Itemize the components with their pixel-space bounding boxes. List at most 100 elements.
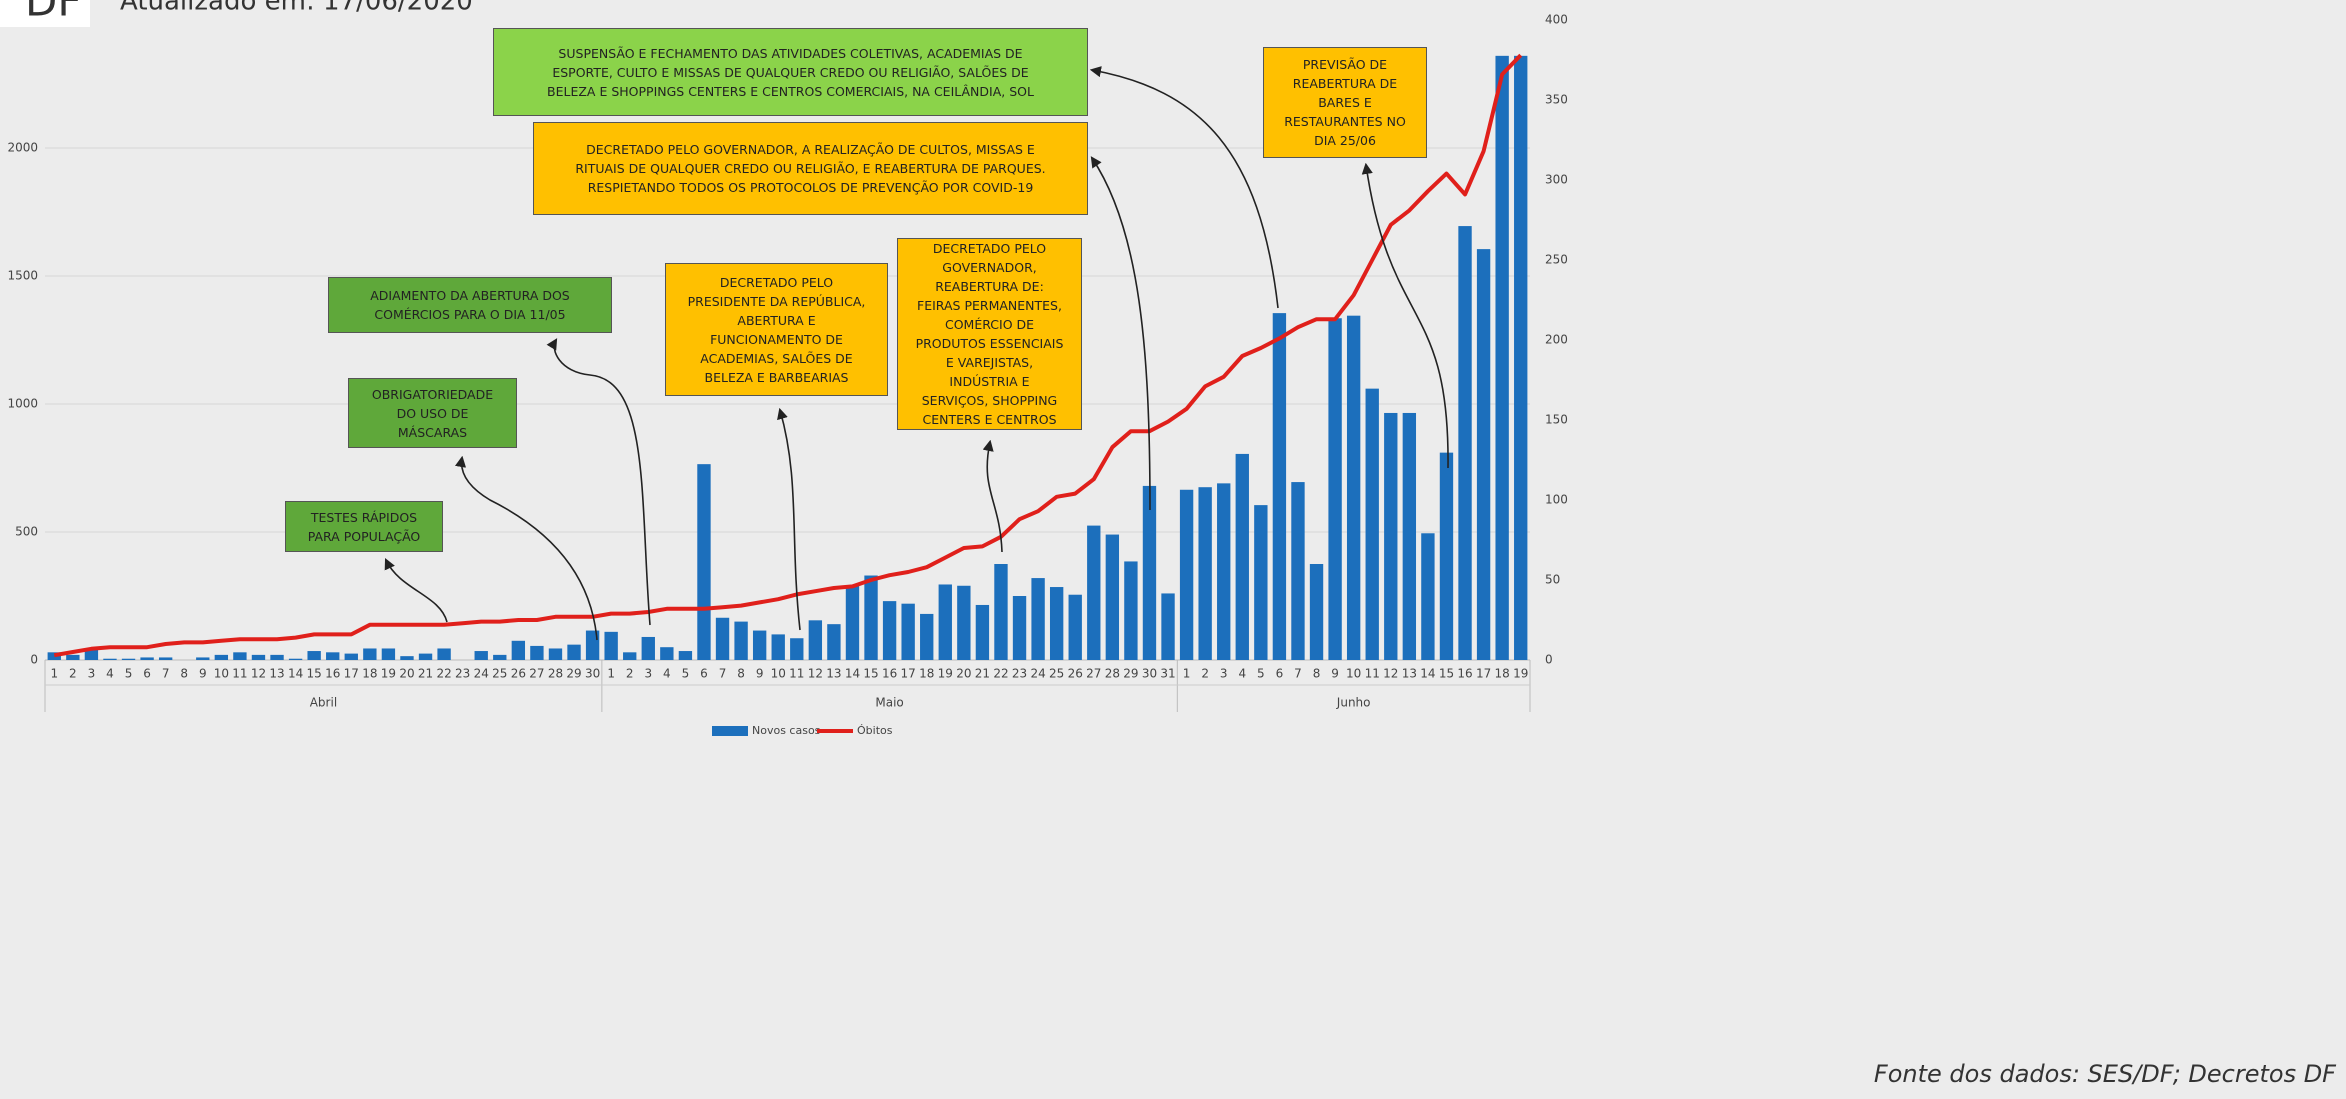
bar [604,631,618,660]
line [53,53,1523,658]
annotation-line: E VAREJISTAS, [945,355,1034,370]
x-tick-label: 22 [993,667,1008,681]
annotation-line: DIA 25/06 [1314,133,1376,148]
x-tick-label: 18 [362,667,377,681]
bar [1402,412,1417,660]
x-tick-label: 17 [344,667,359,681]
y2-tick-label: 200 [1545,333,1568,347]
x-tick-label: 8 [737,667,745,681]
annotation-line: PARA POPULAÇÃO [307,528,421,544]
x-tick-label: 17 [901,667,916,681]
x-tick-label: 7 [719,667,727,681]
annotation-line: MÁSCARAS [397,424,468,440]
x-tick-label: 29 [566,667,581,681]
bar [196,657,210,660]
x-tick-label: 13 [826,667,841,681]
x-tick-label: 18 [919,667,934,681]
x-tick-label: 19 [381,667,396,681]
annotation-line: CENTERS E CENTROS [922,412,1057,427]
bar [790,638,804,660]
x-tick-label: 21 [418,667,433,681]
x-tick-label: 1 [50,667,58,681]
x-tick-label: 4 [663,667,671,681]
x-tick-label: 16 [882,667,897,681]
x-tick-label: 4 [106,667,114,681]
annotation-line: PREVISÃO DE [1302,57,1388,72]
x-tick-label: 1 [1183,667,1191,681]
x-tick-label: 5 [1257,667,1265,681]
bar [233,652,247,660]
bar [734,621,748,660]
x-tick-label: 20 [956,667,971,681]
x-tick-label: 14 [288,667,303,681]
annotation: DECRETADO PELO GOVERNADOR, A REALIZAÇÃO … [533,122,1088,215]
annotation-line: DECRETADO PELO GOVERNADOR, A REALIZAÇÃO … [586,142,1035,157]
x-tick-label: 13 [269,667,284,681]
x-tick-label: 5 [682,667,690,681]
annotation-line: REABERTURA DE: [935,279,1044,294]
bar [84,649,99,660]
x-tick-label: 28 [1105,667,1120,681]
bar [864,575,878,660]
annotation-line: ABERTURA E [737,312,816,328]
bar [808,620,823,660]
bar [752,630,767,660]
x-tick-label: 4 [1238,667,1246,681]
x-tick-label: 2 [626,667,634,681]
y2-tick-label: 100 [1545,493,1568,507]
bar [1161,593,1175,660]
y2-tick-label: 50 [1545,573,1560,587]
annotation-line: BELEZA E BARBEARIAS [704,369,849,385]
x-tick-label: 13 [1402,667,1417,681]
bar [437,648,451,660]
x-tick-label: 19 [938,667,953,681]
annotation-line: ACADEMIAS, SALÕES DE [700,350,853,366]
bar [530,645,544,660]
annotation-line: OBRIGATORIEDADE [371,386,494,402]
bar [1049,587,1064,660]
bar [1514,55,1528,660]
source: Fonte dos dados: SES/DF; Decretos DF [1874,1060,2337,1088]
x-tick-label: 5 [125,667,133,681]
x-tick-label: 16 [1457,667,1472,681]
x-tick-label: 15 [307,667,322,681]
x-tick-label: 24 [474,667,489,681]
bar [567,644,581,660]
y-tick-label: 2000 [7,141,38,155]
bar [214,654,229,660]
x-tick-label: 7 [162,667,170,681]
legend-label: Óbitos [857,724,893,737]
annotation-line: FEIRAS PERMANENTES, [917,298,1062,313]
bar [827,624,841,660]
bar [1439,452,1454,660]
x-tick-label: 11 [232,667,247,681]
x-tick-label: 12 [251,667,266,681]
x-tick-label: 3 [88,667,96,681]
x-tick-label: 14 [845,667,860,681]
arrows [384,66,1449,641]
x-tick-label: 6 [143,667,151,681]
x-tick-label: 20 [399,667,414,681]
x-tick-label: 11 [789,667,804,681]
x-tick-label: 9 [199,667,207,681]
y2-tick-label: 400 [1545,13,1568,27]
bar [474,651,488,660]
x-tick-label: 18 [1495,667,1510,681]
x-tick-label: 6 [700,667,708,681]
annotation-line: SERVIÇOS, SHOPPING [921,393,1058,408]
annotation-line: DECRETADO PELO [719,274,834,290]
x-tick-label: 30 [585,667,600,681]
bar [400,656,414,660]
bar [381,648,396,660]
annotation: SUSPENSÃO E FECHAMENTO DAS ATIVIDADES CO… [493,28,1088,116]
x-tick-label: 23 [455,667,470,681]
x-tick-label: 26 [511,667,526,681]
y-tick-label: 0 [30,653,38,667]
y2-tick-label: 300 [1545,173,1568,187]
annotation-line: REABERTURA DE [1292,76,1398,91]
y2-tick-label: 0 [1545,653,1553,667]
bar [103,658,117,660]
bar [1328,318,1342,660]
x-tick-label: 3 [1220,667,1228,681]
annotation: TESTES RÁPIDOS PARA POPULAÇÃO [285,501,443,552]
